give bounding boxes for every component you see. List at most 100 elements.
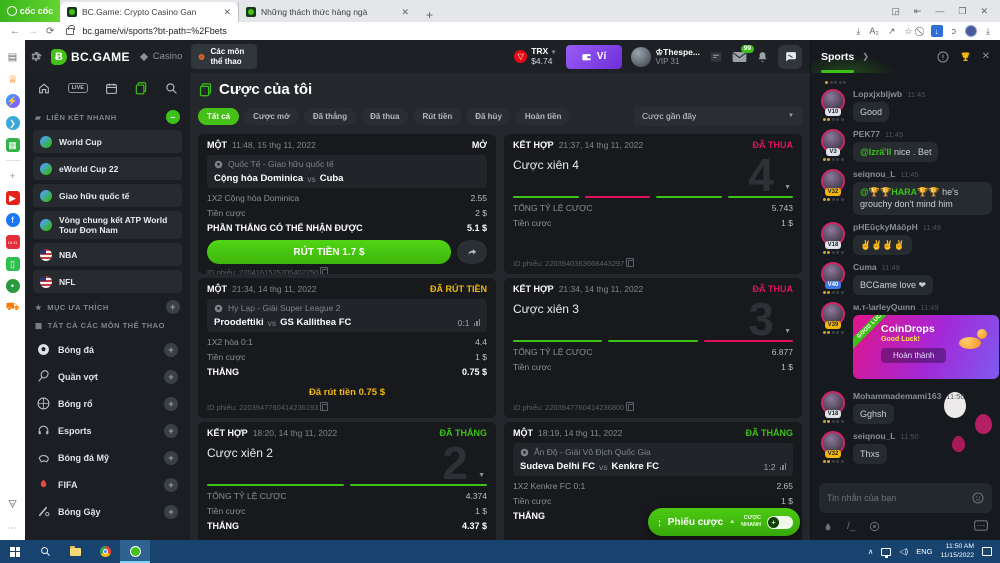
bet-card-combo-2[interactable]: KẾT HỢP 18:20, 14 thg 11, 2022 ĐÃ THẮNG …	[198, 422, 496, 540]
sidebar-item-esports[interactable]: Esports +	[33, 417, 182, 444]
chat-username[interactable]: seiqnou_L	[853, 430, 896, 441]
quick-link-friendlies[interactable]: Giao hữu quốc tế	[33, 184, 182, 207]
sidebar-item-football[interactable]: Bóng đá +	[33, 336, 182, 363]
nav-sports-active[interactable]: Các môn thể thao	[191, 44, 258, 69]
user-profile[interactable]: ♔Thespe... VIP 31	[630, 46, 700, 67]
chrome-taskbar-icon[interactable]	[90, 540, 120, 563]
sidebar-item-tennis[interactable]: Quần vợt +	[33, 363, 182, 390]
url-text[interactable]: bc.game/vi/sports?bt-path=%2Fbets	[82, 26, 227, 36]
reload-button[interactable]: ⟳	[46, 25, 55, 37]
browser-tab-inactive[interactable]: Những thách thức hàng ngà ✕	[238, 2, 416, 22]
quick-link-world-cup[interactable]: World Cup	[33, 130, 182, 153]
mail-icon[interactable]: 99	[732, 44, 754, 63]
sidebar-item-cricket[interactable]: Bóng Gậy +	[33, 498, 182, 525]
filter-refund[interactable]: Hoàn tiền	[515, 107, 571, 125]
currency-selector[interactable]: ▽ TRX ▼ $4.74	[514, 46, 557, 67]
chat-username[interactable]: Lopxjxbljwb	[853, 89, 903, 99]
copy-icon[interactable]	[626, 258, 635, 267]
stats-icon[interactable]	[473, 319, 480, 326]
chat-username[interactable]: м.ᴛ-\arleyQuınn	[853, 301, 916, 312]
newsfeed-icon[interactable]: ▤	[7, 51, 18, 63]
bird-app-icon[interactable]: ❯	[5, 116, 20, 130]
back-button[interactable]: ←	[10, 25, 20, 37]
expand-plus-button[interactable]: +	[164, 342, 178, 357]
trophy-icon[interactable]	[959, 51, 972, 63]
settings-gear-icon[interactable]	[29, 50, 42, 63]
add-favorite-button[interactable]: +	[166, 300, 180, 314]
match-box[interactable]: Hy Lạp - Giải Super League 2 Proodeftiki…	[207, 299, 487, 332]
youtube-icon[interactable]: ▶	[5, 191, 20, 205]
extension-icon[interactable]: ↄ	[951, 26, 957, 36]
coin-flip-icon[interactable]	[869, 521, 880, 532]
expand-plus-button[interactable]: +	[164, 423, 178, 438]
file-explorer-icon[interactable]	[60, 540, 90, 563]
bet-card-single-open[interactable]: MỘT 11:48, 15 thg 11, 2022 MỞ Quốc Tế - …	[198, 134, 496, 274]
chat-username[interactable]: seiqnou_L	[853, 169, 896, 180]
start-button[interactable]	[0, 540, 30, 563]
new-tab-button[interactable]: +	[426, 8, 434, 22]
expand-plus-button[interactable]: +	[164, 450, 178, 465]
close-tab-icon[interactable]: ✕	[223, 6, 231, 17]
close-button[interactable]: ✕	[980, 5, 988, 16]
save-page-icon[interactable]: ⤓	[856, 25, 861, 36]
download-active-icon[interactable]: ↓	[930, 25, 943, 37]
filter-lost[interactable]: Đã thua	[361, 107, 409, 125]
close-tab-icon[interactable]: ✕	[401, 6, 409, 17]
bet-list-icon[interactable]	[709, 50, 723, 64]
quick-link-nfl[interactable]: NFL	[33, 270, 182, 293]
copy-icon[interactable]	[320, 267, 329, 274]
cashout-button[interactable]: RÚT TIỀN 1.7 $	[207, 240, 451, 264]
chevron-down-icon[interactable]: ▼	[478, 472, 485, 479]
my-bets-icon[interactable]	[134, 81, 148, 95]
chat-rules-icon[interactable]: /_	[847, 521, 856, 532]
chat-toggle-button[interactable]	[778, 44, 802, 69]
bet-card-single-cashed-out[interactable]: MỘT 21:34, 14 thg 11, 2022 ĐÃ RÚT TIỀN H…	[198, 278, 496, 418]
tab-search-icon[interactable]: ◲	[891, 5, 900, 16]
filter-open[interactable]: Cược mở	[244, 107, 299, 125]
bet-slip-button[interactable]: Phiếu cược ▲ CƯỢC NHANH +	[648, 508, 800, 536]
sidebar-item-basketball[interactable]: Bóng rổ +	[33, 390, 182, 417]
browser-profile-avatar[interactable]	[965, 25, 978, 37]
coccoc-taskbar-icon[interactable]	[120, 540, 150, 563]
copy-icon[interactable]	[320, 402, 329, 411]
filter-all[interactable]: Tất cả	[198, 107, 240, 125]
chat-username[interactable]: PEK77	[853, 129, 880, 140]
complete-button[interactable]: Hoàn thành	[881, 347, 947, 363]
shopping-app-icon[interactable]: ▯	[5, 257, 20, 271]
bookmark-star-icon[interactable]: ☆	[904, 25, 913, 36]
volume-icon[interactable]: ◁)	[899, 547, 909, 556]
chat-username[interactable]: pHEūçkyMáŏpH	[853, 221, 918, 232]
chevron-down-icon[interactable]: ▼	[784, 328, 791, 335]
close-chat-icon[interactable]: ✕	[981, 51, 990, 62]
notifications-bell-icon[interactable]: 🜃	[7, 499, 18, 511]
minimize-button[interactable]: —	[935, 6, 945, 16]
nav-casino[interactable]: Casino	[139, 51, 182, 62]
forward-button[interactable]: →	[28, 25, 38, 37]
browser-tab-active[interactable]: BC.Game: Crypto Casino Gan ✕	[60, 2, 238, 22]
clock[interactable]: 11:50 AM 11/15/2022	[940, 543, 974, 559]
quick-link-eworld-cup[interactable]: eWorld Cup 22	[33, 157, 182, 180]
live-icon[interactable]: LIVE	[67, 83, 88, 93]
expand-plus-button[interactable]: +	[164, 396, 178, 411]
filter-cancelled[interactable]: Đã hủy	[466, 107, 511, 125]
sort-dropdown[interactable]: Cược gần đây ▼	[634, 106, 802, 126]
calendar-icon[interactable]	[105, 82, 118, 95]
expand-plus-button[interactable]: +	[164, 477, 178, 492]
copy-icon[interactable]	[626, 402, 635, 411]
tray-expand-icon[interactable]: ∧	[867, 547, 874, 556]
network-icon[interactable]	[881, 547, 892, 558]
quick-link-atp-finals[interactable]: Vòng chung kết ATP World Tour Đơn Nam	[33, 211, 182, 239]
sidebar-item-fifa[interactable]: FIFA +	[33, 471, 182, 498]
quick-bet-toggle[interactable]: +	[767, 515, 793, 529]
cart-icon[interactable]: ⛟	[5, 301, 20, 313]
sidebar-item-american-football[interactable]: Bóng đá Mỹ +	[33, 444, 182, 471]
coccoc-brand[interactable]: cốc cốc	[0, 0, 60, 22]
search-icon[interactable]	[165, 82, 178, 95]
gif-keyboard-icon[interactable]	[974, 518, 988, 536]
coin-rain-icon[interactable]	[823, 521, 833, 533]
match-box[interactable]: Quốc Tế - Giao hữu quốc tế Cộng hòa Domi…	[207, 155, 487, 188]
filter-cashout[interactable]: Rút tiền	[413, 107, 462, 125]
share-icon[interactable]: ↗	[887, 25, 896, 36]
home-icon[interactable]	[37, 82, 51, 95]
maximize-button[interactable]: ❐	[958, 5, 967, 16]
